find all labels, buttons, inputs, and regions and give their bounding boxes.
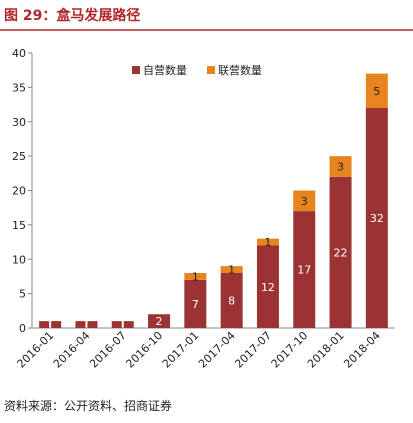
bar-segment bbox=[365, 108, 388, 328]
y-tick-label: 15 bbox=[12, 219, 26, 232]
value-label: 2 bbox=[156, 315, 163, 328]
value-label: 5 bbox=[373, 85, 380, 98]
bar-segment bbox=[293, 211, 316, 328]
chart-title: 图 29：盒马发展路径 bbox=[4, 7, 140, 24]
x-tick-label: 2017-07 bbox=[232, 329, 274, 371]
value-label: 1 bbox=[264, 236, 271, 249]
value-label: 12 bbox=[261, 281, 275, 294]
legend-swatch bbox=[132, 66, 140, 74]
value-label: 7 bbox=[192, 298, 199, 311]
source: 资料来源：公开资料、招商证券 bbox=[4, 398, 172, 413]
x-tick-label: 2018-04 bbox=[341, 329, 383, 371]
y-tick-label: 5 bbox=[19, 288, 26, 301]
value-label: 3 bbox=[337, 160, 344, 173]
y-tick-label: 35 bbox=[12, 81, 26, 94]
bar-segment bbox=[329, 176, 352, 328]
bar-segment bbox=[75, 321, 86, 328]
bar-segment bbox=[184, 273, 207, 280]
value-label: 8 bbox=[228, 295, 235, 308]
value-label: 3 bbox=[301, 195, 308, 208]
bar-segment bbox=[256, 238, 279, 246]
legend-label: 联营数量 bbox=[218, 63, 262, 77]
bar-segment bbox=[111, 321, 122, 328]
bar-segment bbox=[184, 279, 207, 328]
value-label: 1 bbox=[192, 270, 199, 283]
bar-segment bbox=[329, 156, 352, 177]
value-label: 22 bbox=[334, 246, 348, 259]
bar-segment bbox=[87, 321, 98, 328]
legend-swatch bbox=[207, 66, 215, 74]
bar-segment bbox=[220, 273, 243, 328]
bar-segment bbox=[293, 190, 316, 212]
y-tick-label: 20 bbox=[12, 185, 26, 198]
x-tick-label: 2018-01 bbox=[305, 329, 347, 371]
value-label: 1 bbox=[228, 264, 235, 277]
x-tick-label: 2016-10 bbox=[123, 329, 165, 371]
bar-segment bbox=[123, 321, 134, 328]
bar-segment bbox=[39, 321, 50, 328]
bar-segment bbox=[256, 245, 279, 328]
bar-segment bbox=[51, 321, 62, 328]
x-tick-label: 2017-01 bbox=[160, 329, 202, 371]
bar-segment bbox=[220, 266, 243, 273]
bar-segment bbox=[365, 73, 388, 108]
x-tick-label: 2016-07 bbox=[87, 329, 129, 371]
y-tick-label: 30 bbox=[12, 116, 26, 129]
y-tick-label: 10 bbox=[12, 253, 26, 266]
bar-segment bbox=[148, 314, 171, 328]
x-tick-label: 2017-10 bbox=[269, 329, 311, 371]
y-tick-label: 40 bbox=[12, 47, 26, 60]
x-tick-label: 2017-04 bbox=[196, 329, 238, 371]
value-label: 17 bbox=[297, 264, 311, 277]
y-tick-label: 25 bbox=[12, 150, 26, 163]
value-label: 32 bbox=[370, 212, 384, 225]
y-tick-label: 0 bbox=[19, 322, 26, 335]
x-tick-label: 2016-01 bbox=[15, 329, 57, 371]
x-tick-label: 2016-04 bbox=[51, 329, 93, 371]
legend-label: 自营数量 bbox=[143, 63, 187, 77]
